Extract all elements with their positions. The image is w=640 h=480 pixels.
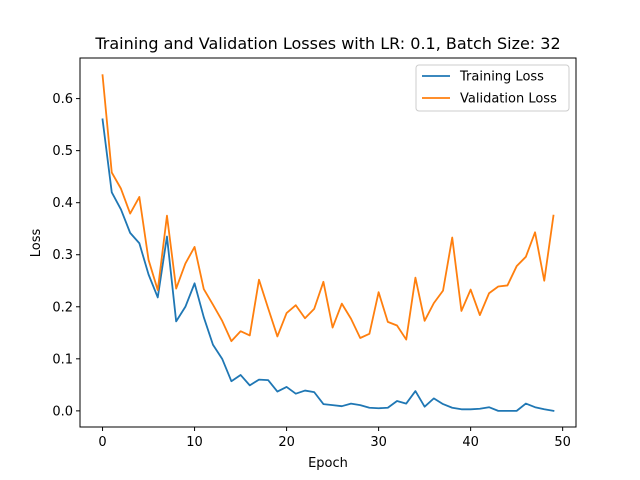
validation-loss-line [101,74,555,343]
y-tick-label: 0.0 [52,404,73,419]
y-tick-label: 0.5 [52,144,73,159]
legend: Training Loss Validation Loss [415,64,570,112]
x-tick-label: 20 [278,435,295,450]
x-tick-label: 0 [98,435,106,450]
training-loss-line [101,118,555,412]
legend-label-training-loss: Training Loss [459,70,544,85]
x-axis: 0 10 20 30 40 50 [98,427,571,450]
plot-area [79,57,577,428]
x-tick-label: 30 [370,435,387,450]
y-tick-label: 0.4 [52,196,73,211]
series-layer [101,74,555,412]
x-tick-label: 50 [554,435,571,450]
y-axis: 0.0 0.1 0.2 0.3 0.4 0.5 0.6 [52,92,80,419]
y-tick-label: 0.6 [52,92,73,107]
x-tick-label: 10 [186,435,203,450]
legend-label-validation-loss: Validation Loss [460,92,557,107]
legend-box [415,64,570,112]
y-tick-label: 0.1 [52,352,73,367]
x-tick-label: 40 [462,435,479,450]
x-axis-label: Epoch [308,456,348,471]
chart-title: Training and Validation Losses with LR: … [94,34,560,53]
y-tick-label: 0.3 [52,248,73,263]
y-tick-label: 0.2 [52,300,73,315]
y-axis-label: Loss [29,229,44,258]
